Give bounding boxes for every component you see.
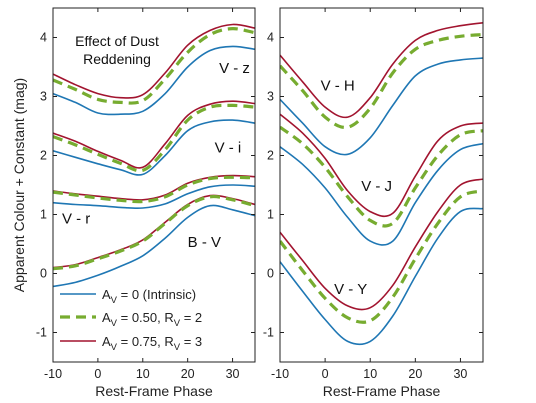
x-tick-label: 10 — [136, 367, 150, 381]
x-axis-label-left: Rest-Frame Phase — [95, 383, 213, 399]
series-line-left-4-av050 — [53, 194, 255, 271]
series-line-left-2-intrinsic — [53, 119, 255, 176]
y-tick-label: 1 — [40, 208, 47, 222]
series-line-right-1-av075 — [280, 22, 483, 119]
x-tick-label: -10 — [44, 367, 62, 381]
y-tick-label: 2 — [267, 149, 274, 163]
annotation-line-1: Effect of Dust — [75, 33, 159, 49]
curve-label-right-3: V - Y — [334, 281, 367, 298]
series-line-right-3-av075 — [280, 178, 483, 311]
y-tick-label: 4 — [267, 31, 274, 45]
annotation-line-2: Reddening — [83, 51, 151, 67]
x-tick-label: 30 — [453, 367, 467, 381]
curve-label-left-4: B - V — [188, 234, 221, 251]
series-line-left-2-av050 — [53, 103, 255, 173]
legend: AV = 0 (Intrinsic) AV = 0.50, RV = 2 AV = … — [60, 287, 202, 353]
series-line-left-3-av050 — [53, 175, 255, 204]
series-line-left-1-av075 — [53, 23, 255, 99]
y-tick-label: 1 — [267, 208, 274, 222]
panel-right-frame — [279, 7, 484, 363]
y-tick-label: 4 — [40, 31, 47, 45]
curve-label-left-1: V - z — [219, 60, 250, 77]
x-tick-label: 30 — [226, 367, 240, 381]
curve-label-left-2: V - i — [215, 140, 242, 157]
curve-label-right-2: V - J — [361, 178, 392, 195]
legend-label-intrinsic: AV = 0 (Intrinsic) — [102, 287, 196, 306]
series-line-left-4-intrinsic — [53, 204, 255, 288]
series-line-left-2-av075 — [53, 100, 255, 169]
x-tick-label: 0 — [94, 367, 101, 381]
series-line-right-1-av050 — [280, 33, 483, 130]
y-tick-label: -1 — [36, 326, 47, 340]
x-tick-label: -10 — [271, 367, 289, 381]
legend-label-av050: AV = 0.50, RV = 2 — [102, 310, 202, 329]
series-line-right-2-intrinsic — [280, 142, 483, 246]
series-line-right-1-intrinsic — [280, 57, 483, 156]
y-tick-label: 3 — [267, 90, 274, 104]
panel-left-curves — [53, 23, 255, 288]
y-tick-label: 2 — [40, 149, 47, 163]
y-axis-label: Apparent Colour + Constant (mag) — [11, 78, 27, 292]
x-tick-label: 20 — [408, 367, 422, 381]
x-tick-label: 10 — [363, 367, 377, 381]
curve-label-right-1: V - H — [321, 78, 355, 95]
series-line-right-3-av050 — [280, 189, 483, 324]
panels: V - zV - iV - rB - V-10 0 10 20 30-101234Res… — [36, 7, 484, 399]
legend-label-av075: AV = 0.75, RV = 3 — [102, 334, 202, 353]
y-tick-label: 3 — [40, 90, 47, 104]
x-tick-label: 0 — [322, 367, 329, 381]
y-tick-label: 0 — [267, 267, 274, 281]
series-line-left-1-intrinsic — [53, 45, 255, 116]
series-line-right-3-intrinsic — [280, 207, 483, 346]
series-line-left-3-intrinsic — [53, 184, 255, 210]
panel-left: V - zV - iV - rB - V-10 0 10 20 30-101234Res… — [36, 7, 256, 399]
series-line-right-2-av075 — [280, 113, 483, 218]
panel-right: V - HV - JV - Y-10 0 10 20 30-101234Rest-Fra… — [263, 7, 484, 399]
x-axis-label-right: Rest-Frame Phase — [323, 383, 441, 399]
y-tick-label: 0 — [40, 267, 47, 281]
y-tick-label: -1 — [263, 326, 274, 340]
series-line-left-1-av050 — [53, 26, 255, 105]
panel-right-curves — [280, 22, 483, 346]
x-tick-label: 20 — [181, 367, 195, 381]
curve-label-left-3: V - r — [62, 210, 90, 227]
panel-left-frame — [52, 7, 256, 363]
